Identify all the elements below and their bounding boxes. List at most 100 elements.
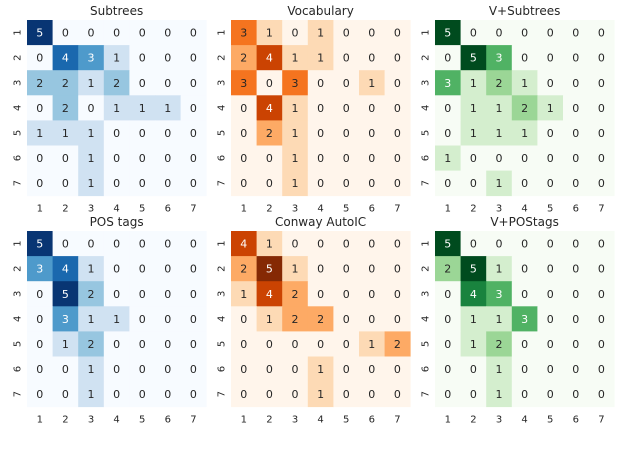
heatmap-cell [486, 145, 513, 171]
x-tick-label: 6 [369, 415, 375, 426]
cell-value-label: 5 [470, 263, 477, 276]
heatmap-cell [155, 256, 181, 282]
cell-value-label: 0 [164, 52, 171, 65]
cell-value-label: 0 [62, 238, 69, 251]
cell-value-label: 1 [521, 77, 528, 90]
cell-value-label: 3 [240, 77, 247, 90]
x-tick-label: 3 [496, 204, 502, 215]
cell-value-label: 0 [164, 177, 171, 190]
heatmap-cell [333, 20, 360, 46]
heatmap-cell [359, 20, 385, 46]
x-tick-label: 5 [139, 415, 145, 426]
cell-value-label: 0 [521, 52, 528, 65]
heatmap-cell [486, 306, 513, 332]
heatmap-cell [256, 20, 283, 46]
heatmap-cell [511, 20, 538, 46]
cell-value-label: 0 [521, 177, 528, 190]
heatmap-cell [155, 281, 181, 307]
heatmap-cell [282, 306, 309, 332]
heatmap-cell [103, 120, 130, 146]
heatmap-cell [486, 356, 513, 382]
heatmap-cell [231, 381, 257, 408]
cell-value-label: 0 [598, 338, 605, 351]
heatmap-cell [537, 45, 564, 71]
heatmap-cell [511, 145, 538, 171]
heatmap-cell [231, 170, 257, 197]
heatmap-cell [78, 70, 105, 96]
cell-value-label: 1 [266, 27, 273, 40]
heatmap-cell [180, 170, 207, 197]
cell-value-label: 0 [190, 102, 197, 115]
heatmap-cell [52, 281, 79, 307]
x-tick-label: 2 [62, 204, 68, 215]
cell-value-label: 0 [36, 177, 43, 190]
cell-value-label: 0 [572, 77, 579, 90]
cell-value-label: 0 [88, 27, 95, 40]
heatmap-cell [52, 331, 79, 357]
heatmap-cell [256, 356, 283, 382]
cell-value-label: 0 [139, 52, 146, 65]
cell-value-label: 1 [496, 102, 503, 115]
cell-value-label: 0 [496, 238, 503, 251]
heatmap-cell [435, 306, 461, 332]
cell-value-label: 0 [394, 52, 401, 65]
heatmap-cell [180, 95, 207, 121]
heatmap-cell [180, 381, 207, 408]
cell-value-label: 0 [547, 388, 554, 401]
heatmap-cell [129, 256, 156, 282]
heatmap-cell [588, 145, 615, 171]
heatmap-cell [384, 120, 411, 146]
heatmap-cell [511, 281, 538, 307]
heatmap-cell [180, 70, 207, 96]
heatmap-cell [537, 331, 564, 357]
cell-value-label: 2 [266, 127, 273, 140]
cell-value-label: 0 [394, 388, 401, 401]
heatmap-cell [307, 45, 334, 71]
heatmap-panel-5: Conway AutoIC 4 1 0 0 0 0 0 2 5 1 0 0 0 0 1 4 2 0 0 0 0 0 1 2 2 0 0… [217, 215, 411, 426]
heatmap-cell [282, 381, 309, 408]
cell-value-label: 0 [598, 152, 605, 165]
heatmap-cell [333, 381, 360, 408]
heatmap-panel-2: Vocabulary 3 1 0 1 0 0 0 2 4 1 1 0 0 0 3 0 3 0 0 1 0 0 4 1 0 0 0 0 0 2… [217, 4, 411, 215]
heatmap-cell [129, 120, 156, 146]
cell-value-label: 0 [190, 27, 197, 40]
cell-value-label: 0 [343, 363, 350, 376]
cell-value-label: 1 [62, 127, 69, 140]
heatmap-cell [537, 145, 564, 171]
cell-value-label: 0 [139, 288, 146, 301]
heatmap-cell [27, 120, 53, 146]
heatmap-cell [511, 381, 538, 408]
heatmap-cell [384, 256, 411, 282]
heatmap-cell [359, 306, 385, 332]
heatmap-panel-1: Subtrees 5 0 0 0 0 0 0 0 4 3 1 0 0 0 2 2 1 2 0 0 0 0 2 0 1 1 1 0 1 1 1 0… [13, 4, 207, 215]
heatmap-cell [307, 231, 334, 257]
x-tick-label: 2 [470, 415, 476, 426]
y-tick-label: 7 [13, 391, 24, 397]
heatmap-cell [333, 45, 360, 71]
heatmap-cell [486, 331, 513, 357]
cell-value-label: 0 [343, 77, 350, 90]
y-tick-label: 3 [217, 291, 228, 297]
x-tick-label: 1 [37, 415, 43, 426]
heatmap-cell [282, 170, 309, 197]
heatmap-cell [155, 170, 181, 197]
heatmap-cell [563, 256, 589, 282]
cell-value-label: 0 [139, 152, 146, 165]
cell-value-label: 0 [343, 263, 350, 276]
cell-value-label: 0 [470, 177, 477, 190]
heatmap-cell [511, 45, 538, 71]
heatmap-cell [78, 231, 105, 257]
heatmap-cell [129, 70, 156, 96]
heatmap-cell [460, 306, 487, 332]
heatmap-cell [180, 45, 207, 71]
cell-value-label: 0 [113, 177, 120, 190]
cell-value-label: 0 [36, 338, 43, 351]
cell-value-label: 0 [598, 388, 605, 401]
cell-value-label: 0 [190, 288, 197, 301]
y-tick-label: 4 [13, 105, 24, 111]
x-tick-label: 6 [573, 415, 579, 426]
heatmap-cell [282, 356, 309, 382]
y-tick-label: 5 [421, 130, 432, 136]
cell-value-label: 0 [113, 238, 120, 251]
heatmap-cell [563, 145, 589, 171]
